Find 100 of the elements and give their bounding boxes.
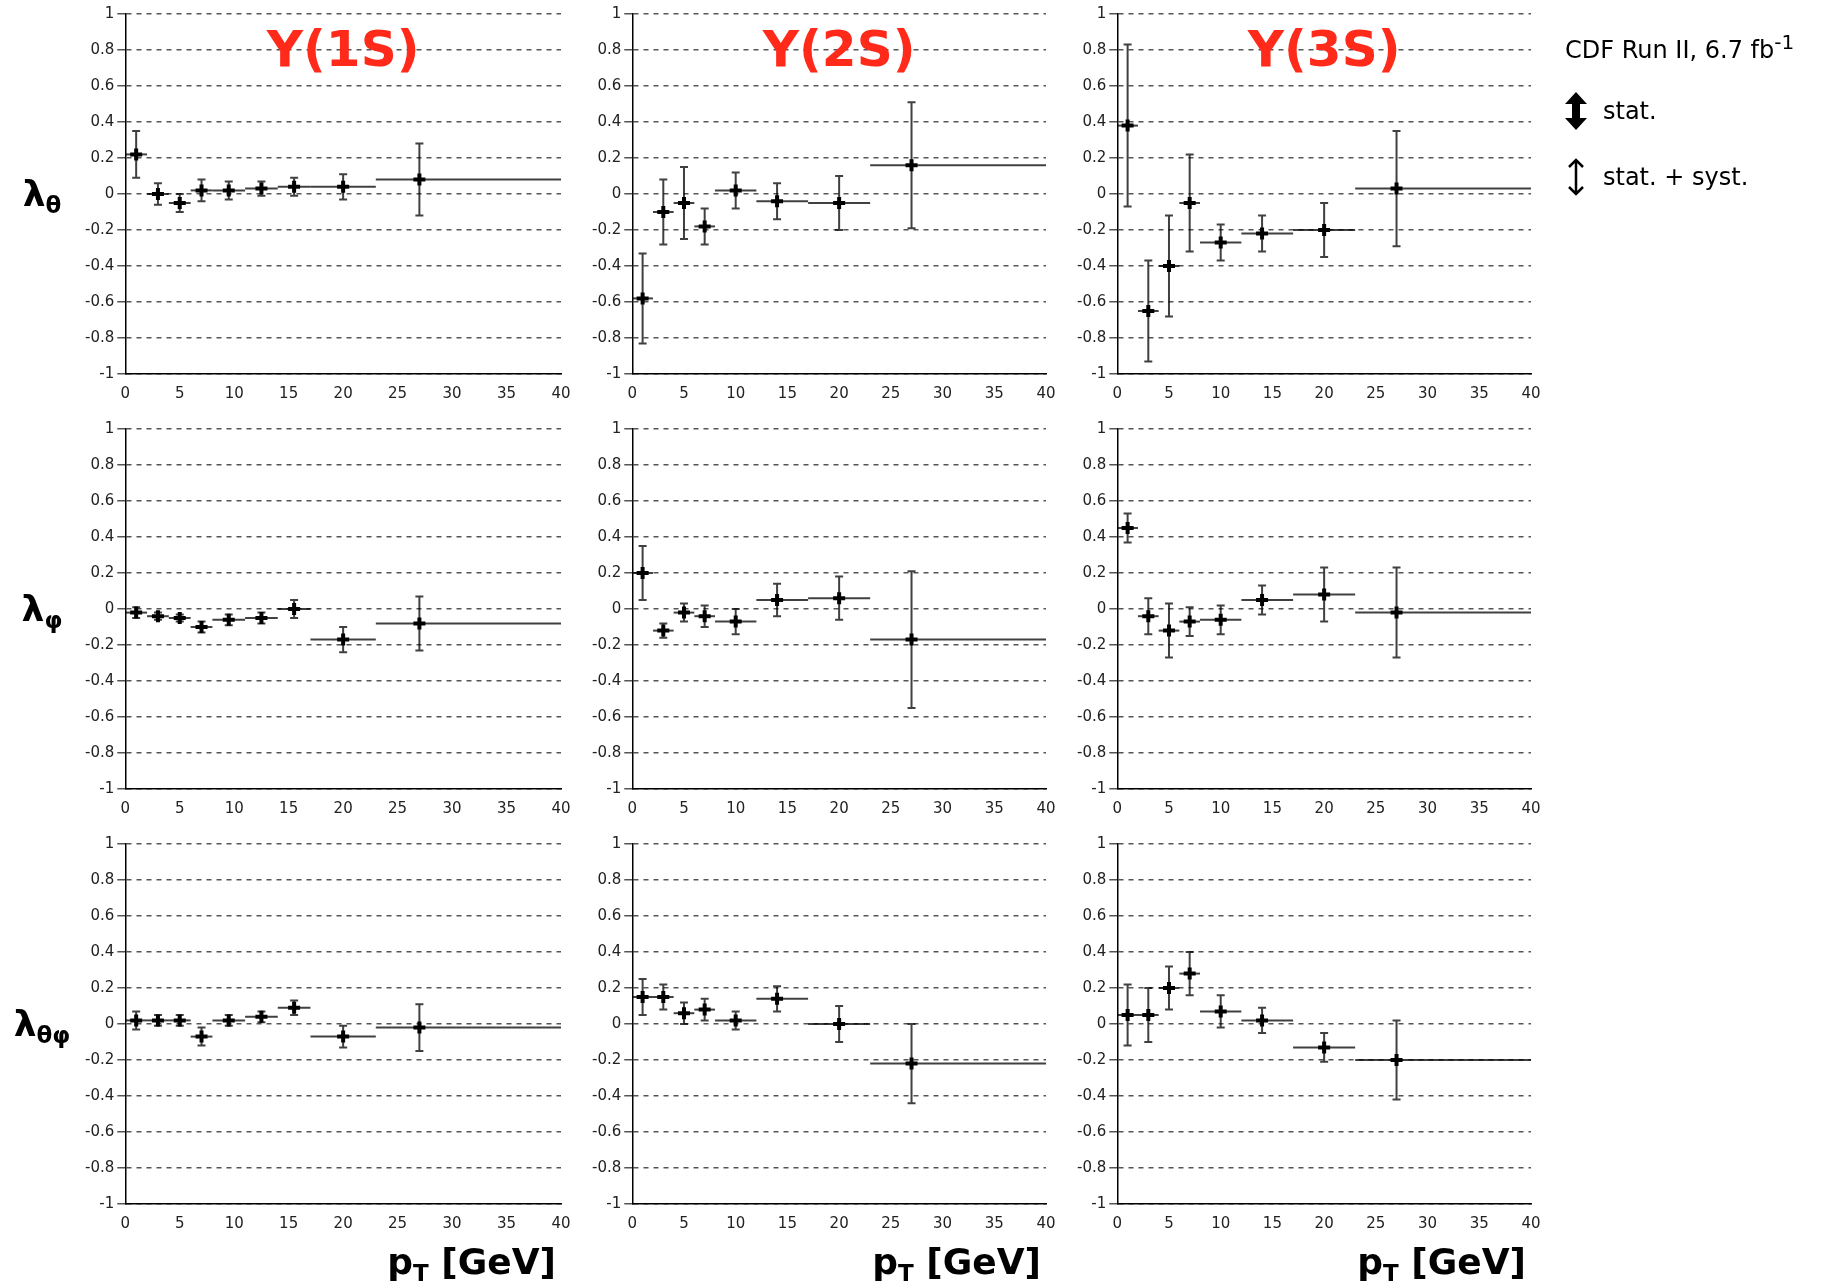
x-tick-label: 10 xyxy=(224,383,244,402)
x-tick-label: 25 xyxy=(881,383,901,402)
y-tick-label: 0.6 xyxy=(1082,75,1107,94)
x-tick-label: 5 xyxy=(679,1213,689,1232)
point xyxy=(769,990,786,1007)
y-tick-label: -1 xyxy=(606,363,622,382)
y-tick-label: 0 xyxy=(104,183,115,202)
y-tick-label: 0.8 xyxy=(597,454,622,473)
y-tick-label: -0.8 xyxy=(1076,327,1107,346)
text: stat. xyxy=(1603,97,1657,125)
x-tick-label: 35 xyxy=(984,383,1004,402)
y-tick-label: 0.4 xyxy=(1082,526,1107,545)
y-tick-label: 0.8 xyxy=(90,869,115,888)
x-tick-label: 25 xyxy=(881,798,901,817)
y-tick-label: -0.2 xyxy=(84,634,115,653)
y-tick-label: 0 xyxy=(104,1013,115,1032)
y-tick-label: -0.8 xyxy=(591,742,622,761)
y-tick-label: 0 xyxy=(611,1013,622,1032)
x-tick-label: 15 xyxy=(1262,1213,1282,1232)
x-tick-label: 10 xyxy=(726,798,746,817)
y-tick-label: -0.2 xyxy=(591,1049,622,1068)
x-tick-label: 25 xyxy=(881,1213,901,1232)
y-tick-label: -0.6 xyxy=(84,1121,115,1140)
x-tick-label: 5 xyxy=(174,383,185,402)
y-tick-label: 0.4 xyxy=(1082,941,1107,960)
y-tick-label: 0.6 xyxy=(90,75,115,94)
y-tick-label: -0.4 xyxy=(591,255,622,274)
x-tick-label: 5 xyxy=(1164,383,1174,402)
x-tick-label: 20 xyxy=(1314,798,1334,817)
y-tick-label: 0.4 xyxy=(597,526,622,545)
chart-title: Υ(1S) xyxy=(265,20,420,78)
y-tick-label: 0.2 xyxy=(1082,147,1107,166)
y-tick-label: 0.6 xyxy=(597,905,622,924)
text: stat. + syst. xyxy=(1603,163,1749,191)
x-tick-label: 40 xyxy=(1521,383,1541,402)
point xyxy=(1119,117,1136,134)
chart-title: Υ(2S) xyxy=(761,20,916,78)
y-tick-label: 0.4 xyxy=(597,111,622,130)
point xyxy=(335,1028,352,1045)
x-tick-label: 20 xyxy=(333,798,353,817)
y-tick-label: 0 xyxy=(104,598,115,617)
point xyxy=(1212,1003,1229,1020)
x-tick-label: 30 xyxy=(933,383,953,402)
y-tick-label: 0 xyxy=(611,598,622,617)
x-tick-label: 15 xyxy=(1262,383,1282,402)
y-tick-label: -0.6 xyxy=(591,291,622,310)
y-tick-label: 1 xyxy=(1096,3,1107,22)
y-tick-label: -0.8 xyxy=(591,1157,622,1176)
x-tick-label: 15 xyxy=(279,798,299,817)
y-tick-label: 0.4 xyxy=(597,941,622,960)
y-tick-label: 1 xyxy=(611,833,622,852)
y-tick-label: -1 xyxy=(1091,1193,1107,1212)
x-tick-label: 0 xyxy=(1112,1213,1123,1232)
y-tick-label: 0.2 xyxy=(90,147,115,166)
y-tick-label: -0.4 xyxy=(1076,255,1107,274)
y-tick-label: -1 xyxy=(606,1193,622,1212)
y-tick-label: -0.2 xyxy=(591,219,622,238)
y-tick-label: -0.4 xyxy=(591,670,622,689)
x-tick-label: 10 xyxy=(1211,1213,1231,1232)
y-tick-label: -0.8 xyxy=(84,742,115,761)
y-tick-label: 0 xyxy=(1096,598,1107,617)
y-tick-label: -0.2 xyxy=(1076,634,1107,653)
x-tick-label: 5 xyxy=(1164,798,1174,817)
y-tick-label: -1 xyxy=(606,778,622,797)
point xyxy=(1140,1007,1157,1023)
y-tick-label: -0.6 xyxy=(591,706,622,725)
y-tick-label: 0.8 xyxy=(90,454,115,473)
point xyxy=(1212,234,1229,251)
x-tick-label: 15 xyxy=(777,1213,797,1232)
x-tick-label: 30 xyxy=(442,383,462,402)
y-tick-label: -1 xyxy=(1091,778,1107,797)
point xyxy=(831,590,848,607)
x-tick-label: 40 xyxy=(1036,383,1056,402)
y-tick-label: -0.4 xyxy=(84,670,115,689)
point xyxy=(411,171,428,188)
x-tick-label: 15 xyxy=(279,383,299,402)
point xyxy=(1316,1039,1333,1056)
y-tick-label: 0.2 xyxy=(597,562,622,581)
x-tick-label: 10 xyxy=(224,1213,244,1232)
point xyxy=(903,1055,920,1072)
point xyxy=(149,608,166,625)
point xyxy=(1181,195,1198,211)
x-tick-label: 25 xyxy=(388,798,408,817)
point xyxy=(1212,611,1229,628)
y-tick-label: -0.6 xyxy=(1076,291,1107,310)
y-tick-label: 0.2 xyxy=(597,147,622,166)
point xyxy=(655,204,672,220)
x-tick-label: 5 xyxy=(679,798,689,817)
x-tick-label: 15 xyxy=(279,1213,299,1232)
point xyxy=(1140,303,1157,319)
y-tick-label: -0.2 xyxy=(84,1049,115,1068)
point xyxy=(655,989,672,1005)
y-tick-label: -0.2 xyxy=(84,219,115,238)
x-tick-label: 35 xyxy=(496,1213,517,1232)
y-tick-label: -1 xyxy=(1091,363,1107,382)
x-tick-label: 5 xyxy=(174,798,185,817)
x-tick-label: 25 xyxy=(1366,383,1386,402)
point xyxy=(696,218,713,235)
x-tick-label: 20 xyxy=(829,1213,849,1232)
x-tick-label: 20 xyxy=(333,383,353,402)
